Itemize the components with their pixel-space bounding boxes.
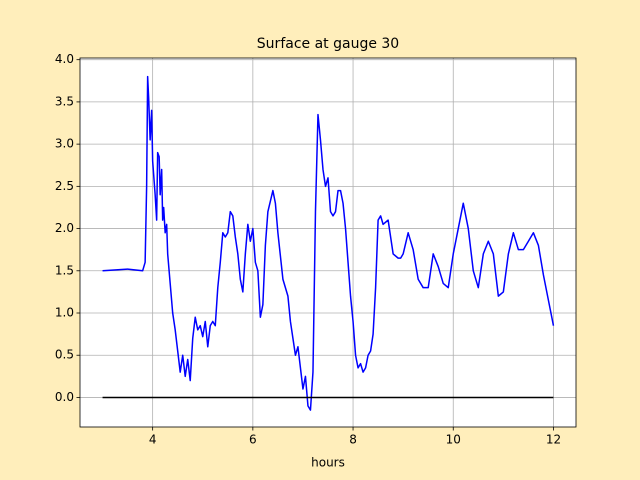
y-tick-label: 1.5: [55, 263, 74, 277]
chart-title: Surface at gauge 30: [257, 36, 399, 52]
y-tick-label: 0.5: [55, 348, 74, 362]
x-axis-label: hours: [311, 456, 345, 470]
y-tick-label: 0.0: [55, 390, 74, 404]
plot-area: [80, 58, 576, 427]
x-tick-label: 8: [349, 433, 357, 447]
y-tick-label: 3.0: [55, 137, 74, 151]
y-tick-label: 4.0: [55, 52, 74, 66]
y-tick-label: 3.5: [55, 94, 74, 108]
x-tick-label: 12: [546, 433, 561, 447]
x-tick-label: 4: [149, 433, 157, 447]
y-tick-label: 2.5: [55, 179, 74, 193]
axes-frame: [79, 57, 577, 428]
y-tick-label: 2.0: [55, 221, 74, 235]
series-line: [102, 75, 555, 411]
y-tick-label: 1.0: [55, 306, 74, 320]
x-tick-label: 6: [249, 433, 257, 447]
x-tick-label: 10: [446, 433, 461, 447]
